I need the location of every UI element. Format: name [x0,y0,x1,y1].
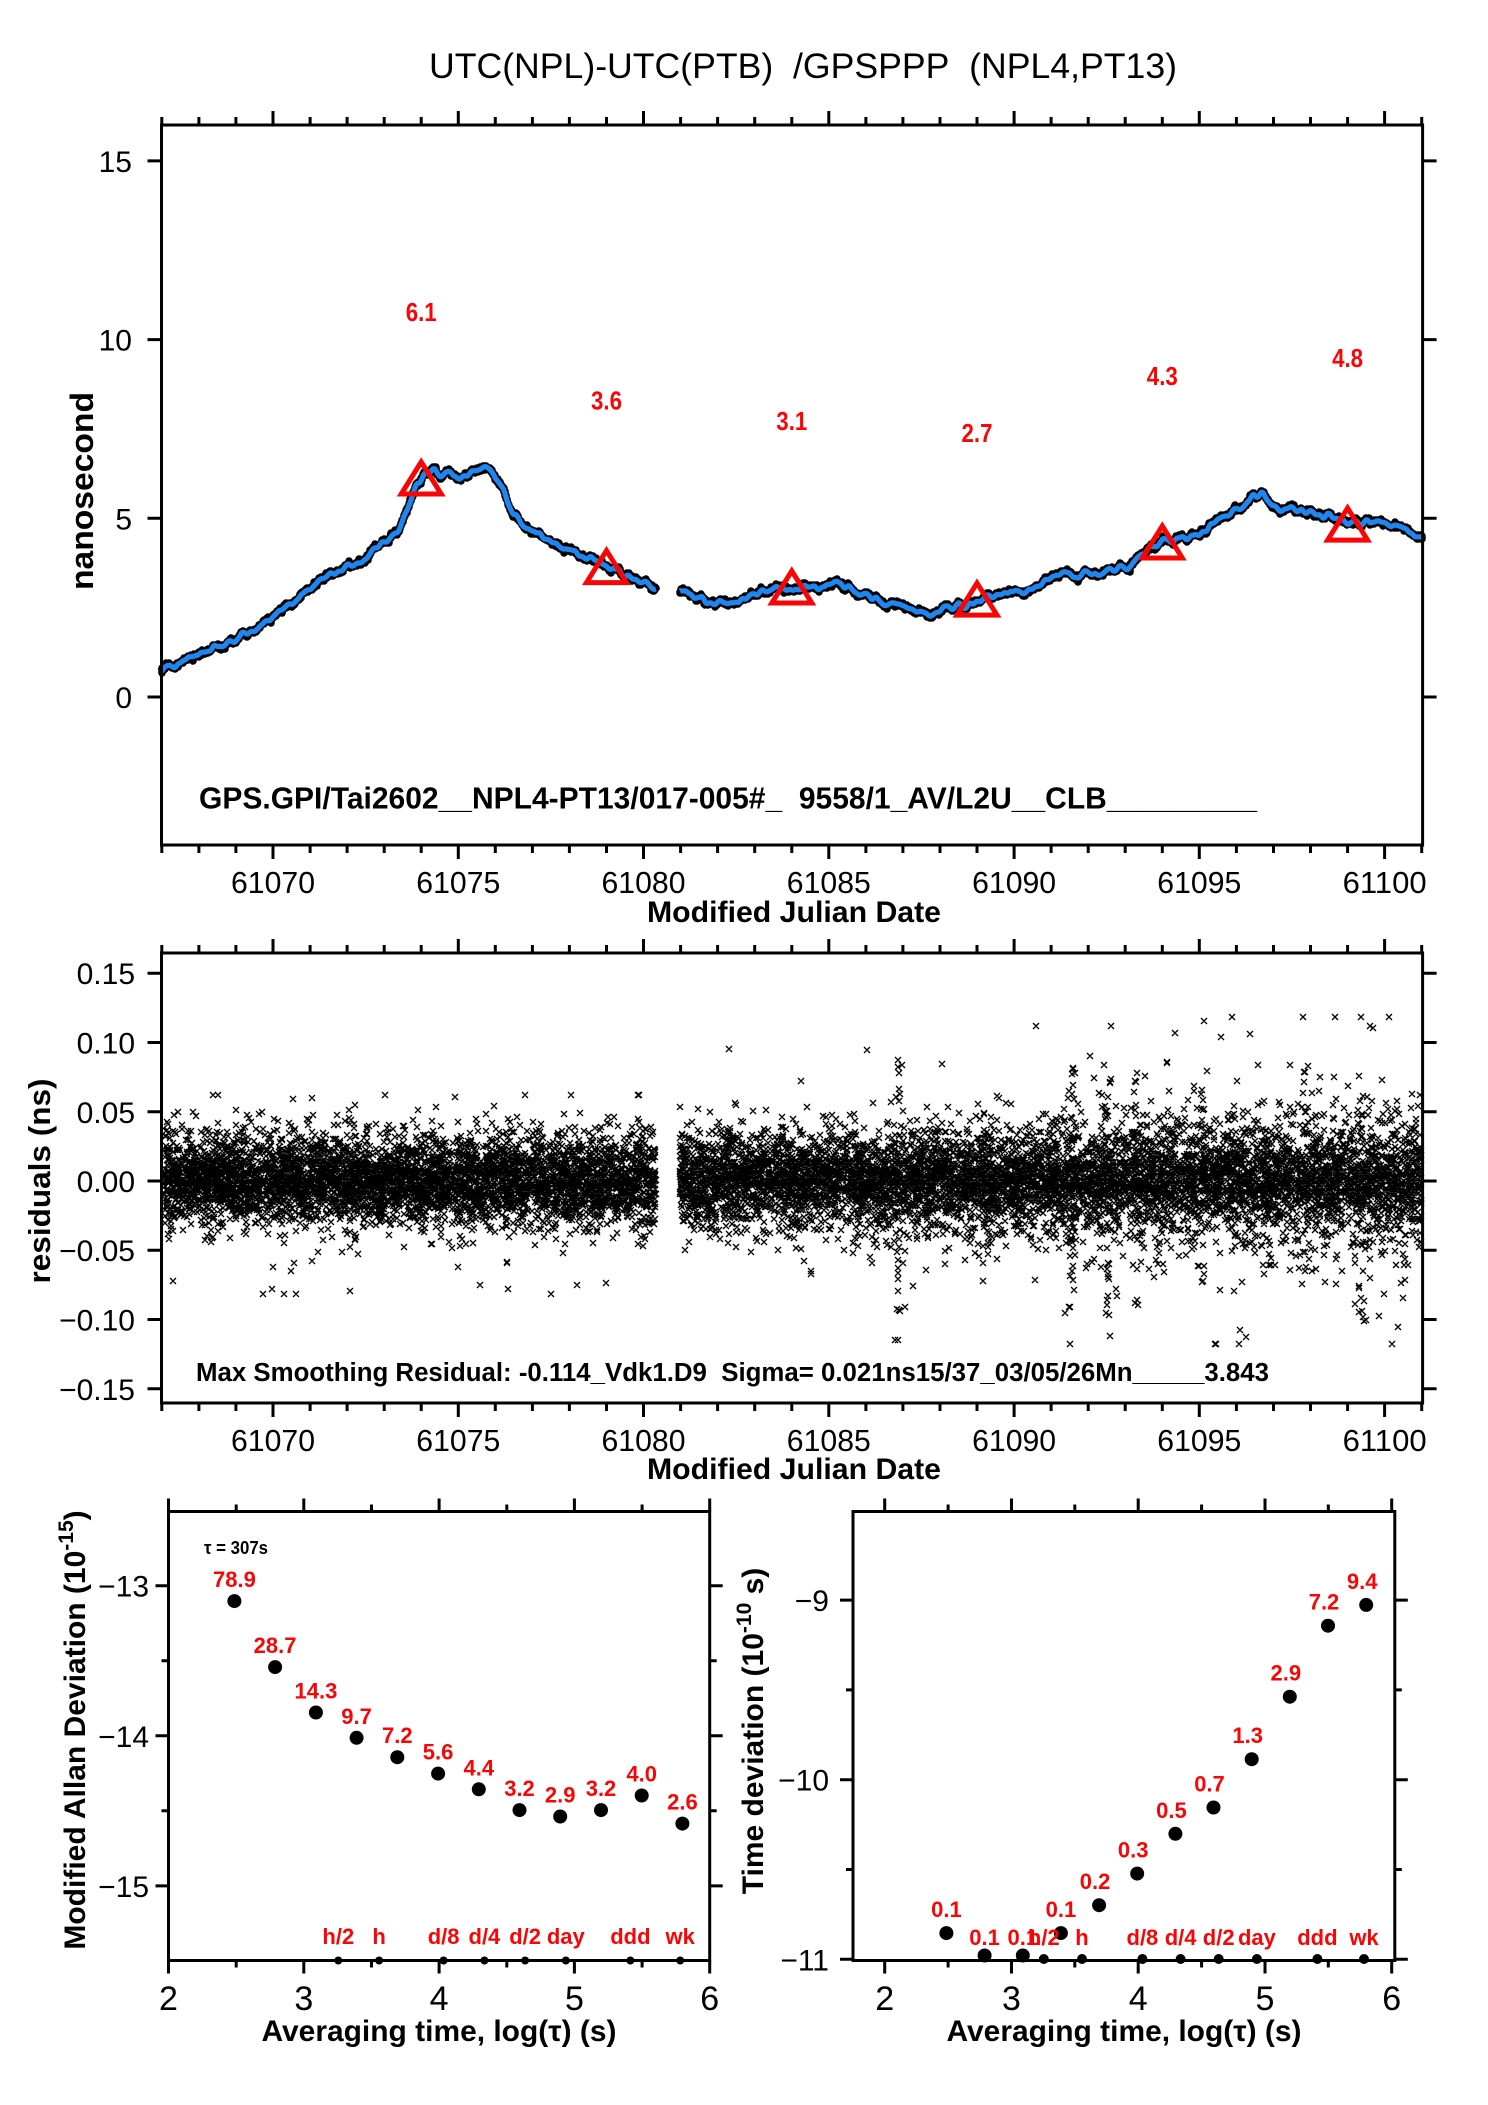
svg-text:−9: −9 [795,1585,829,1618]
svg-text:4.0: 4.0 [626,1762,657,1787]
svg-text:0.3: 0.3 [1118,1838,1149,1863]
svg-text:0.05: 0.05 [77,1097,135,1130]
svg-text:78.9: 78.9 [213,1567,256,1592]
svg-text:61085: 61085 [787,865,871,900]
svg-text:−0.15: −0.15 [59,1374,135,1407]
svg-text:0.00: 0.00 [77,1166,135,1199]
svg-text:3.1: 3.1 [776,406,807,436]
svg-text:5: 5 [1256,1980,1275,2018]
svg-text:14.3: 14.3 [294,1679,337,1704]
svg-text:h/2: h/2 [322,1924,354,1949]
svg-text:h: h [1075,1925,1088,1950]
svg-text:61095: 61095 [1157,1423,1241,1458]
svg-text:0.5: 0.5 [1156,1798,1187,1823]
svg-text:GPS.GPI/Tai2602__NPL4-PT13/017: GPS.GPI/Tai2602__NPL4-PT13/017-005#_ 955… [199,781,1258,816]
svg-text:61085: 61085 [787,1423,871,1458]
svg-text:5.6: 5.6 [423,1740,454,1765]
svg-text:d/8: d/8 [1127,1925,1159,1950]
svg-text:1.3: 1.3 [1232,1723,1263,1748]
svg-text:d/2: d/2 [1203,1925,1235,1950]
svg-text:2.9: 2.9 [1271,1661,1302,1686]
svg-text:nanosecond: nanosecond [64,392,100,590]
svg-text:2.9: 2.9 [545,1783,576,1808]
svg-text:61070: 61070 [231,865,315,900]
svg-text:7.2: 7.2 [1309,1590,1340,1615]
svg-text:day: day [547,1924,586,1949]
svg-text:0.1: 0.1 [1008,1925,1039,1950]
svg-text:4.8: 4.8 [1332,343,1363,373]
svg-text:4.3: 4.3 [1147,361,1178,391]
svg-text:τ = 307s: τ = 307s [204,1538,268,1558]
svg-text:61100: 61100 [1343,865,1427,900]
svg-text:−0.05: −0.05 [59,1235,135,1268]
svg-text:2: 2 [875,1980,894,2018]
svg-text:6: 6 [700,1980,719,2018]
svg-text:0.1: 0.1 [1046,1897,1077,1922]
svg-text:d/2: d/2 [509,1924,541,1949]
svg-text:0.1: 0.1 [969,1925,1000,1950]
svg-text:61075: 61075 [416,1423,500,1458]
svg-text:−0.10: −0.10 [59,1305,135,1338]
svg-text:2.6: 2.6 [667,1790,698,1815]
svg-text:h/2: h/2 [1028,1925,1060,1950]
svg-text:28.7: 28.7 [254,1633,297,1658]
svg-text:6.1: 6.1 [406,297,437,327]
svg-text:3: 3 [294,1980,313,2018]
svg-text:0.2: 0.2 [1080,1869,1111,1894]
svg-text:61100: 61100 [1343,1423,1427,1458]
svg-text:9.7: 9.7 [341,1704,372,1729]
svg-text:Max Smoothing Residual: -0.114: Max Smoothing Residual: -0.114_Vdk1.D9 S… [196,1359,1269,1387]
svg-text:wk: wk [1348,1925,1379,1950]
svg-text:3: 3 [1002,1980,1021,2018]
svg-text:Averaging time, log(τ) (s): Averaging time, log(τ) (s) [947,2015,1302,2048]
svg-text:61080: 61080 [602,1423,686,1458]
svg-text:2.7: 2.7 [962,418,993,448]
svg-text:15: 15 [99,146,132,179]
svg-text:61095: 61095 [1157,865,1241,900]
svg-text:0.7: 0.7 [1194,1772,1225,1797]
svg-text:4.4: 4.4 [464,1755,495,1780]
svg-text:d/8: d/8 [428,1924,460,1949]
svg-text:61070: 61070 [231,1423,315,1458]
svg-text:7.2: 7.2 [382,1723,413,1748]
svg-text:UTC(NPL)-UTC(PTB) /GPSPPP (N: UTC(NPL)-UTC(PTB) /GPSPPP (NPL4,PT13) [429,46,1177,86]
svg-text:−15: −15 [98,1871,149,1904]
svg-text:61090: 61090 [972,865,1056,900]
svg-text:5: 5 [115,503,132,536]
svg-text:6: 6 [1382,1980,1401,2018]
svg-text:d/4: d/4 [1165,1925,1198,1950]
svg-text:3.2: 3.2 [504,1776,535,1801]
svg-text:day: day [1238,1925,1277,1950]
svg-text:Modified Allan Deviation (10-1: Modified Allan Deviation (10-15) [55,1510,92,1949]
svg-text:h: h [372,1924,385,1949]
svg-text:wk: wk [665,1924,696,1949]
svg-text:3.2: 3.2 [586,1776,617,1801]
svg-text:61080: 61080 [602,865,686,900]
svg-text:4: 4 [430,1980,449,2018]
svg-text:−14: −14 [98,1721,149,1754]
svg-text:0.10: 0.10 [77,1028,135,1061]
svg-text:Averaging time, log(τ) (s): Averaging time, log(τ) (s) [262,2015,617,2048]
svg-text:d/4: d/4 [469,1924,502,1949]
svg-text:Modified Julian Date: Modified Julian Date [647,896,941,929]
svg-text:−10: −10 [778,1765,829,1798]
svg-text:0.15: 0.15 [77,958,135,991]
svg-text:ddd: ddd [1297,1925,1337,1950]
svg-text:10: 10 [99,325,132,358]
svg-text:residuals (ns): residuals (ns) [22,1079,57,1284]
svg-text:0: 0 [115,682,132,715]
svg-text:5: 5 [565,1980,584,2018]
svg-text:0.1: 0.1 [931,1897,962,1922]
svg-text:9.4: 9.4 [1347,1569,1378,1594]
svg-text:−13: −13 [98,1571,149,1604]
svg-text:2: 2 [159,1980,178,2018]
svg-text:−11: −11 [780,1944,829,1977]
svg-text:61090: 61090 [972,1423,1056,1458]
svg-text:3.6: 3.6 [591,386,622,416]
svg-text:4: 4 [1129,1980,1148,2018]
svg-text:61075: 61075 [416,865,500,900]
svg-text:Modified Julian Date: Modified Julian Date [647,1453,941,1486]
svg-text:ddd: ddd [610,1924,650,1949]
